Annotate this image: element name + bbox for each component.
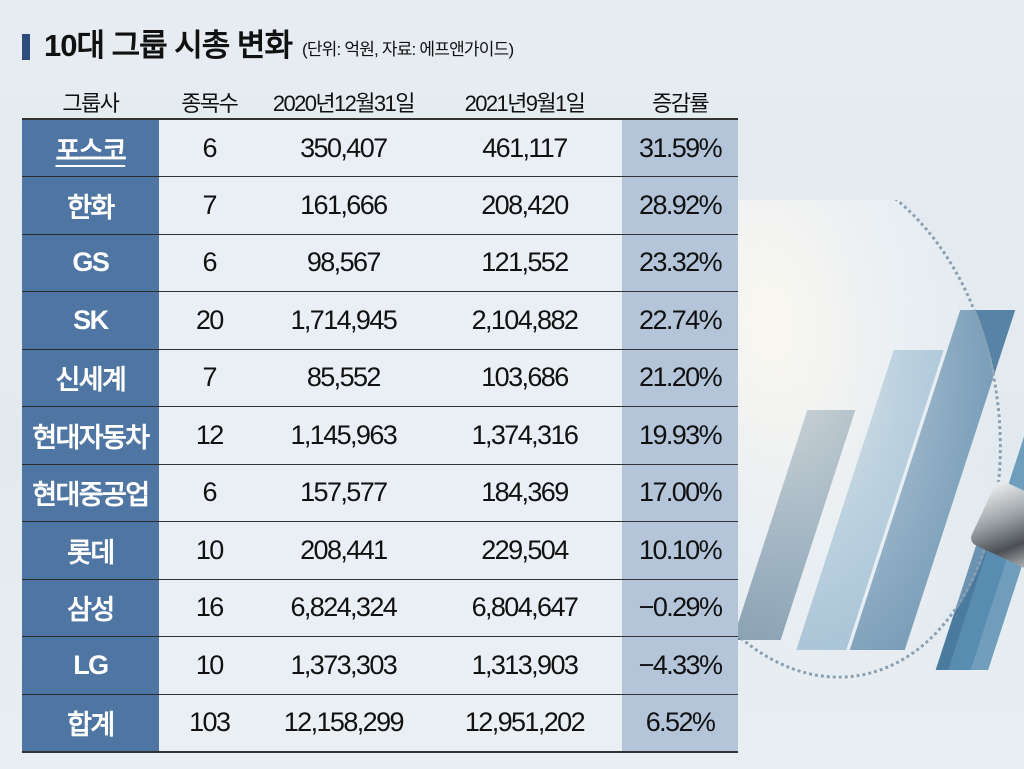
group-name-cell: 현대중공업 xyxy=(22,464,159,522)
group-name-cell: LG xyxy=(22,636,159,695)
table-row: SK 20 1,714,945 2,104,882 22.74% xyxy=(22,291,738,350)
group-name-cell: 한화 xyxy=(22,176,159,235)
change-rate-cell: −0.29% xyxy=(622,579,738,637)
value-2021-cell: 1,313,903 xyxy=(426,636,623,695)
total-count-cell: 103 xyxy=(158,694,260,753)
total-2020-cell: 12,158,299 xyxy=(259,694,427,753)
group-name-cell: 포스코 xyxy=(22,119,159,177)
total-2021-cell: 12,951,202 xyxy=(426,694,623,753)
group-name-cell: SK xyxy=(22,291,159,350)
count-cell: 10 xyxy=(158,636,260,695)
unit-source-note: (단위: 억원, 자료: 에프앤가이드) xyxy=(301,40,514,59)
table-header-row: 그룹사 종목수 2020년12월31일 2021년9월1일 증감률 xyxy=(22,84,738,120)
table-total-row: 합계 103 12,158,299 12,951,202 6.52% xyxy=(22,694,738,753)
value-2021-cell: 208,420 xyxy=(426,176,623,235)
value-2021-cell: 121,552 xyxy=(426,234,623,292)
table-row: 신세계 7 85,552 103,686 21.20% xyxy=(22,349,738,407)
title-accent-bar xyxy=(22,34,30,60)
value-2020-cell: 85,552 xyxy=(259,349,427,407)
group-name-link[interactable]: 포스코 xyxy=(55,135,126,166)
change-rate-cell: 31.59% xyxy=(622,119,738,177)
change-rate-cell: 10.10% xyxy=(622,521,738,580)
col-header-rate: 증감률 xyxy=(622,84,738,120)
value-2020-cell: 98,567 xyxy=(259,234,427,292)
change-rate-cell: 17.00% xyxy=(622,464,738,522)
count-cell: 7 xyxy=(158,176,260,235)
change-rate-cell: −4.33% xyxy=(622,636,738,695)
value-2021-cell: 461,117 xyxy=(426,119,623,177)
count-cell: 6 xyxy=(158,234,260,292)
count-cell: 16 xyxy=(158,579,260,637)
value-2020-cell: 1,145,963 xyxy=(259,406,427,465)
table-row: 삼성 16 6,824,324 6,804,647 −0.29% xyxy=(22,579,738,637)
table-row: 현대자동차 12 1,145,963 1,374,316 19.93% xyxy=(22,406,738,465)
market-cap-table: 그룹사 종목수 2020년12월31일 2021년9월1일 증감률 포스코 6 … xyxy=(22,84,738,753)
col-header-2020: 2020년12월31일 xyxy=(259,84,427,120)
count-cell: 6 xyxy=(158,464,260,522)
col-header-group: 그룹사 xyxy=(22,84,159,120)
group-name-cell: 신세계 xyxy=(22,349,159,407)
change-rate-cell: 28.92% xyxy=(622,176,738,235)
value-2020-cell: 1,714,945 xyxy=(259,291,427,350)
group-name-cell: 롯데 xyxy=(22,521,159,580)
table-row: 롯데 10 208,441 229,504 10.10% xyxy=(22,521,738,580)
value-2020-cell: 6,824,324 xyxy=(259,579,427,637)
table-row: 한화 7 161,666 208,420 28.92% xyxy=(22,176,738,235)
change-rate-cell: 23.32% xyxy=(622,234,738,292)
value-2020-cell: 161,666 xyxy=(259,176,427,235)
change-rate-cell: 22.74% xyxy=(622,291,738,350)
change-rate-cell: 19.93% xyxy=(622,406,738,465)
count-cell: 20 xyxy=(158,291,260,350)
value-2021-cell: 2,104,882 xyxy=(426,291,623,350)
page-title: 10대 그룹 시총 변화 xyxy=(44,28,293,63)
table-row: 현대중공업 6 157,577 184,369 17.00% xyxy=(22,464,738,522)
total-rate-cell: 6.52% xyxy=(622,694,738,753)
count-cell: 7 xyxy=(158,349,260,407)
value-2020-cell: 350,407 xyxy=(259,119,427,177)
value-2020-cell: 1,373,303 xyxy=(259,636,427,695)
change-rate-cell: 21.20% xyxy=(622,349,738,407)
table-row: 포스코 6 350,407 461,117 31.59% xyxy=(22,119,738,177)
total-label-cell: 합계 xyxy=(22,694,159,753)
value-2021-cell: 6,804,647 xyxy=(426,579,623,637)
count-cell: 12 xyxy=(158,406,260,465)
count-cell: 6 xyxy=(158,119,260,177)
table-row: LG 10 1,373,303 1,313,903 −4.33% xyxy=(22,636,738,695)
col-header-2021: 2021년9월1일 xyxy=(426,84,623,120)
value-2021-cell: 229,504 xyxy=(426,521,623,580)
table-row: GS 6 98,567 121,552 23.32% xyxy=(22,234,738,292)
value-2021-cell: 103,686 xyxy=(426,349,623,407)
value-2020-cell: 208,441 xyxy=(259,521,427,580)
value-2021-cell: 184,369 xyxy=(426,464,623,522)
count-cell: 10 xyxy=(158,521,260,580)
group-name-cell: 현대자동차 xyxy=(22,406,159,465)
page-header: 10대 그룹 시총 변화 (단위: 억원, 자료: 에프앤가이드) xyxy=(22,28,514,63)
group-name-cell: 삼성 xyxy=(22,579,159,637)
value-2021-cell: 1,374,316 xyxy=(426,406,623,465)
col-header-count: 종목수 xyxy=(158,84,260,120)
group-name-cell: GS xyxy=(22,234,159,292)
value-2020-cell: 157,577 xyxy=(259,464,427,522)
